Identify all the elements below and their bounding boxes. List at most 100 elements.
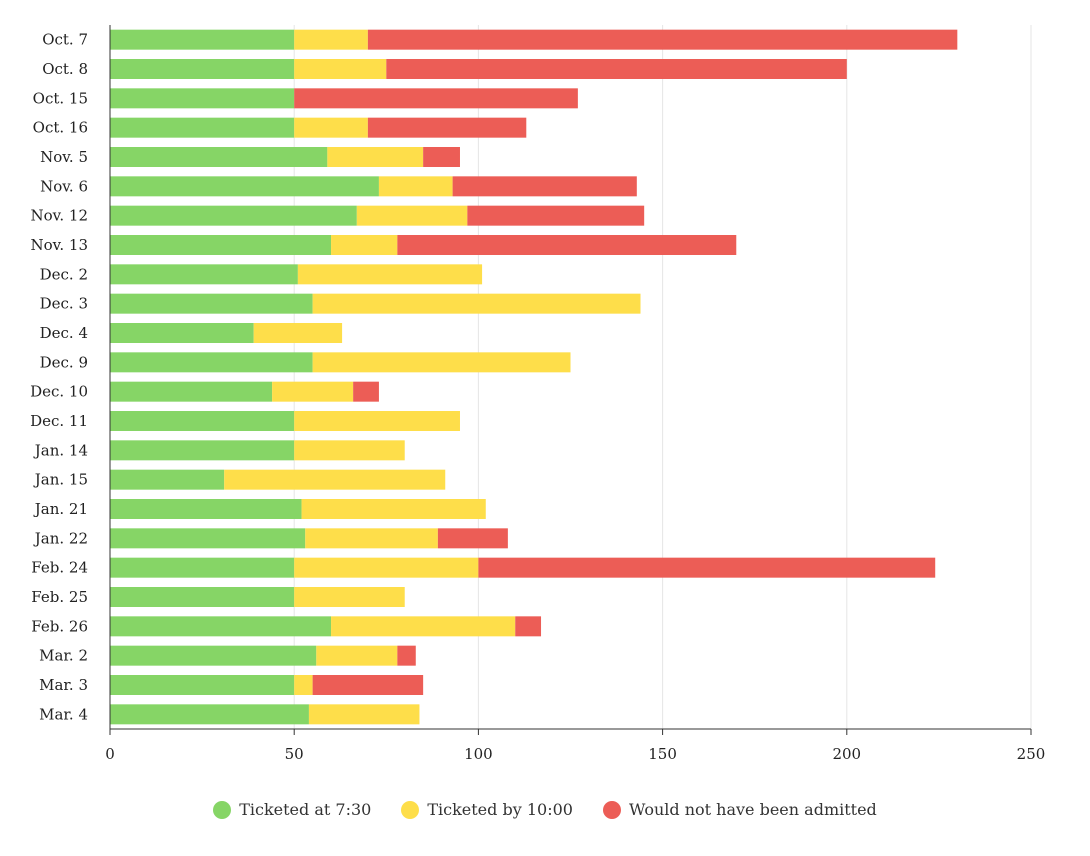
y-tick-label: Jan. 22 — [33, 529, 88, 547]
bar-segment-ticketed-1000 — [294, 587, 405, 607]
bar-segment-not-admitted — [386, 59, 847, 79]
y-tick-label: Jan. 21 — [33, 500, 88, 518]
bars — [110, 29, 958, 725]
bar-segment-ticketed-1000 — [305, 528, 438, 549]
bar-segment-ticketed-1000 — [331, 235, 398, 255]
bar-segment-ticketed-730 — [110, 117, 295, 138]
bar-segment-ticketed-1000 — [301, 499, 486, 519]
legend-label: Ticketed by 10:00 — [427, 800, 573, 819]
bar-segment-ticketed-730 — [110, 293, 313, 314]
bar-segment-ticketed-730 — [110, 176, 379, 197]
y-tick-label: Feb. 25 — [31, 588, 88, 606]
bar-segment-not-admitted — [397, 235, 737, 255]
x-tick-label: 200 — [832, 745, 861, 763]
bar-segment-ticketed-1000 — [253, 323, 343, 343]
x-tick-label: 250 — [1017, 745, 1046, 763]
y-tick-label: Mar. 2 — [39, 647, 88, 665]
legend-item-ticketed-730: Ticketed at 7:30 — [213, 800, 371, 819]
bar-segment-not-admitted — [367, 29, 958, 50]
bar-segment-ticketed-730 — [110, 499, 302, 519]
bar-segment-ticketed-1000 — [294, 29, 368, 50]
bar-segment-ticketed-730 — [110, 528, 306, 549]
y-tick-label: Dec. 3 — [40, 295, 88, 313]
bar-segment-ticketed-730 — [110, 645, 317, 666]
bar-segment-ticketed-730 — [110, 704, 309, 725]
legend-swatch-red — [602, 800, 621, 819]
bar-segment-ticketed-730 — [110, 88, 295, 109]
bar-segment-ticketed-1000 — [316, 645, 398, 666]
bar-segment-ticketed-730 — [110, 440, 295, 461]
legend-swatch-green — [213, 800, 232, 819]
y-tick-label: Oct. 16 — [33, 119, 88, 137]
bar-segment-ticketed-1000 — [331, 616, 516, 637]
bar-segment-not-admitted — [515, 616, 542, 637]
bar-segment-ticketed-1000 — [294, 59, 387, 79]
x-tick-label: 50 — [285, 745, 304, 763]
y-tick-label: Jan. 15 — [33, 471, 88, 489]
legend-item-not-admitted: Would not have been admitted — [602, 800, 877, 819]
bar-segment-ticketed-730 — [110, 616, 332, 637]
y-tick-label: Dec. 9 — [40, 353, 88, 371]
bar-segment-ticketed-730 — [110, 469, 225, 490]
bar-segment-ticketed-1000 — [308, 704, 420, 725]
y-tick-label: Dec. 4 — [40, 324, 88, 342]
legend-label: Ticketed at 7:30 — [239, 800, 372, 819]
bar-segment-ticketed-730 — [110, 264, 298, 285]
legend-label: Would not have been admitted — [628, 800, 877, 819]
y-tick-label: Jan. 14 — [33, 441, 88, 459]
bar-segment-ticketed-730 — [110, 381, 273, 402]
bar-segment-ticketed-1000 — [312, 352, 571, 373]
x-tick-label: 150 — [648, 745, 677, 763]
bar-segment-ticketed-1000 — [224, 469, 446, 490]
legend-item-ticketed-1000: Ticketed by 10:00 — [401, 800, 573, 819]
y-tick-label: Nov. 5 — [40, 148, 88, 166]
y-tick-label: Dec. 10 — [30, 383, 88, 401]
y-tick-label: Feb. 24 — [31, 559, 88, 577]
y-tick-label: Dec. 11 — [30, 412, 88, 430]
bar-segment-not-admitted — [367, 117, 527, 138]
y-tick-label: Oct. 15 — [33, 89, 88, 107]
y-tick-label: Nov. 6 — [40, 177, 88, 195]
y-tick-label: Oct. 7 — [42, 31, 88, 49]
axes: Oct. 7 Oct. 8 Oct. 15 Oct. 16 Nov. 5 Nov. 6 No… — [30, 25, 1045, 763]
bar-segment-not-admitted — [452, 176, 637, 197]
bar-segment-ticketed-730 — [110, 235, 332, 255]
y-tick-label: Mar. 4 — [39, 705, 88, 723]
bar-segment-not-admitted — [437, 528, 508, 549]
bar-segment-ticketed-730 — [110, 59, 295, 79]
bar-segment-ticketed-730 — [110, 205, 357, 226]
bar-segment-ticketed-1000 — [272, 381, 354, 402]
bar-segment-ticketed-1000 — [294, 675, 313, 695]
bar-segment-ticketed-1000 — [312, 293, 641, 314]
bar-segment-not-admitted — [478, 557, 936, 578]
y-tick-label: Oct. 8 — [42, 60, 88, 78]
bar-segment-ticketed-1000 — [294, 557, 479, 578]
y-tick-label: Nov. 12 — [31, 207, 88, 225]
gridlines — [293, 25, 1032, 729]
y-tick-label: Mar. 3 — [39, 676, 88, 694]
bar-segment-ticketed-730 — [110, 29, 295, 50]
bar-segment-ticketed-730 — [110, 352, 313, 373]
x-tick-label: 100 — [464, 745, 493, 763]
legend: Ticketed at 7:30 Ticketed by 10:00 Would… — [0, 800, 1090, 819]
bar-segment-ticketed-1000 — [297, 264, 483, 285]
bar-segment-ticketed-1000 — [378, 176, 453, 197]
bar-segment-ticketed-1000 — [356, 205, 468, 226]
bar-segment-ticketed-1000 — [327, 147, 424, 167]
bar-segment-ticketed-730 — [110, 411, 295, 431]
bar-segment-not-admitted — [397, 645, 416, 666]
x-tick-label: 0 — [105, 745, 115, 763]
legend-swatch-yellow — [401, 800, 420, 819]
bar-segment-ticketed-730 — [110, 587, 295, 607]
bar-segment-ticketed-730 — [110, 323, 254, 343]
y-tick-label: Nov. 13 — [31, 236, 88, 254]
y-tick-label: Feb. 26 — [31, 617, 88, 635]
bar-segment-ticketed-730 — [110, 675, 295, 695]
bar-segment-not-admitted — [312, 675, 424, 695]
bar-segment-ticketed-730 — [110, 557, 295, 578]
bar-segment-ticketed-1000 — [294, 440, 405, 461]
bar-segment-not-admitted — [294, 88, 578, 109]
stacked-bar-chart: Oct. 7 Oct. 8 Oct. 15 Oct. 16 Nov. 5 Nov. 6 No… — [30, 25, 1045, 763]
bar-segment-ticketed-1000 — [294, 117, 368, 138]
